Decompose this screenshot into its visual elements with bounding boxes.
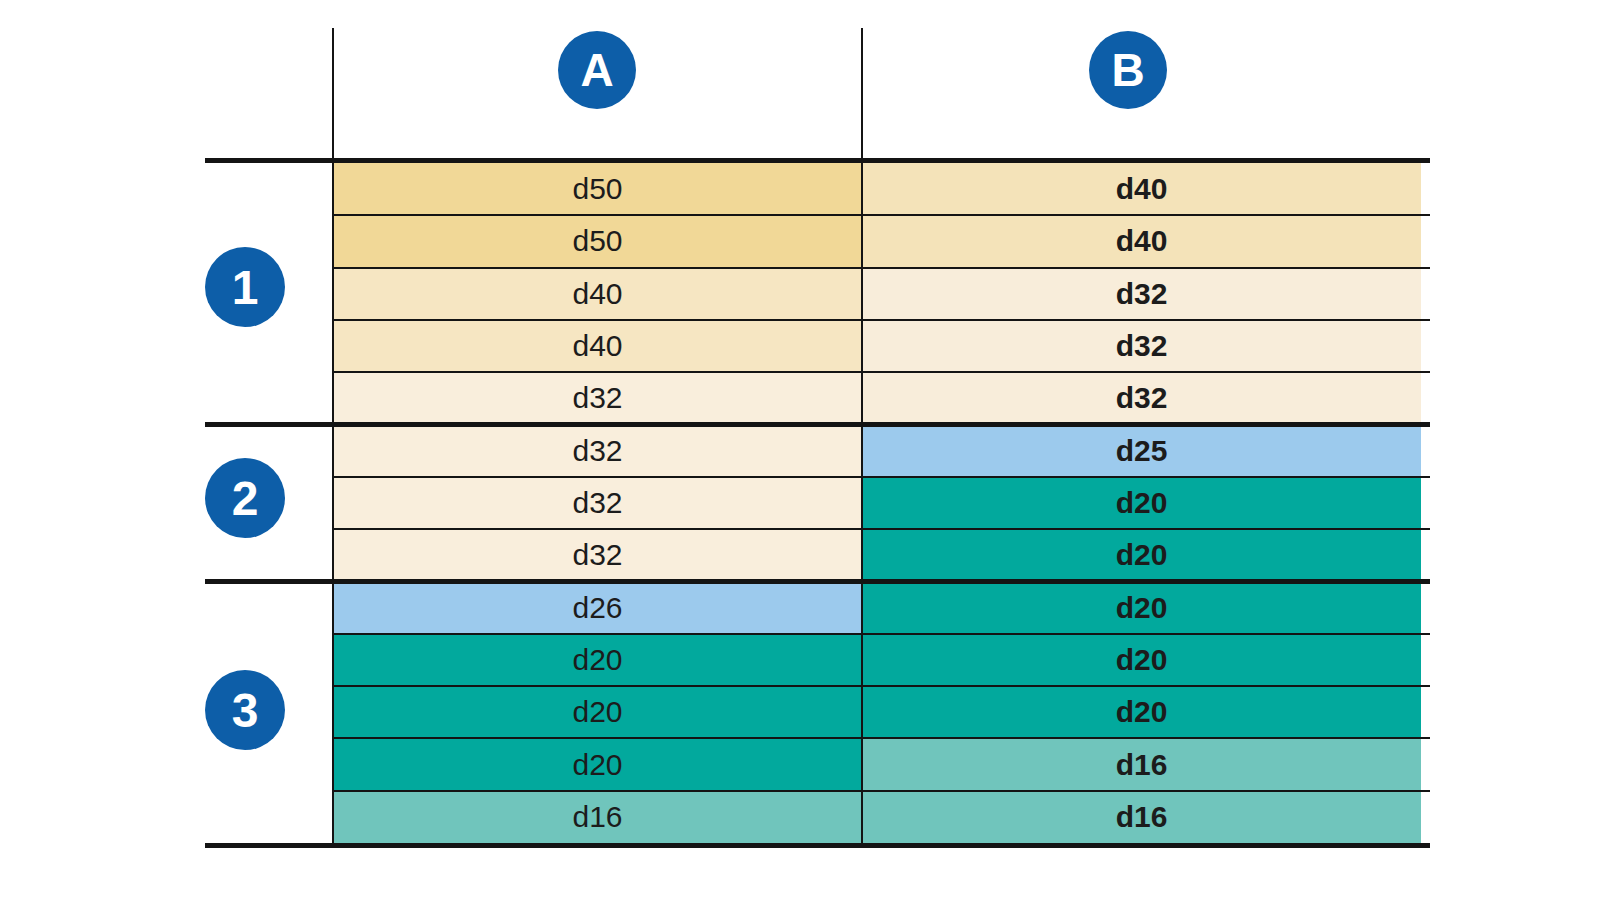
cell-b: d16 — [862, 738, 1421, 790]
group-3-badge: 3 — [205, 670, 285, 750]
row-separator-rule — [333, 267, 1430, 269]
cell-a: d32 — [333, 372, 862, 424]
column-b-badge: B — [1089, 31, 1167, 109]
column-a-badge: A — [558, 31, 636, 109]
cell-a: d40 — [333, 320, 862, 372]
table-row: d50 d40 — [333, 163, 1421, 215]
row-separator-rule — [333, 685, 1430, 687]
row-separator-rule — [333, 371, 1430, 373]
table-row: d26 d20 — [333, 582, 1421, 634]
cell-b: d25 — [862, 425, 1421, 477]
table-row: d40 d32 — [333, 320, 1421, 372]
row-separator-rule — [333, 476, 1430, 478]
group-2-3-separator-rule — [205, 579, 1430, 584]
cell-b: d40 — [862, 215, 1421, 267]
cell-b: d20 — [862, 686, 1421, 738]
group-1-label: 1 — [232, 260, 259, 315]
cell-b: d40 — [862, 163, 1421, 215]
cell-a: d26 — [333, 582, 862, 634]
cell-a: d20 — [333, 738, 862, 790]
cell-b: d32 — [862, 268, 1421, 320]
cell-a: d50 — [333, 215, 862, 267]
cell-b: d32 — [862, 320, 1421, 372]
cell-a: d16 — [333, 791, 862, 843]
cell-a: d40 — [333, 268, 862, 320]
cell-a: d32 — [333, 477, 862, 529]
cell-b: d32 — [862, 372, 1421, 424]
group-1-2-separator-rule — [205, 422, 1430, 427]
table-body: d50 d40 d50 d40 d40 d32 d40 d32 d32 d32 … — [333, 163, 1421, 843]
cell-b: d20 — [862, 634, 1421, 686]
cell-a: d50 — [333, 163, 862, 215]
cell-b: d20 — [862, 582, 1421, 634]
table-row: d32 d20 — [333, 529, 1421, 581]
diameter-table-figure: A B 1 2 3 d50 d40 d50 d40 d40 d32 d40 d3… — [0, 0, 1600, 900]
cell-a: d32 — [333, 529, 862, 581]
row-separator-rule — [333, 633, 1430, 635]
group-2-badge: 2 — [205, 458, 285, 538]
column-b-label: B — [1111, 43, 1144, 97]
cell-b: d16 — [862, 791, 1421, 843]
table-row: d32 d20 — [333, 477, 1421, 529]
cell-b: d20 — [862, 529, 1421, 581]
table-row: d20 d20 — [333, 686, 1421, 738]
cell-b: d20 — [862, 477, 1421, 529]
row-separator-rule — [333, 528, 1430, 530]
table-row: d16 d16 — [333, 791, 1421, 843]
group-1-badge: 1 — [205, 247, 285, 327]
table-row: d20 d20 — [333, 634, 1421, 686]
left-column-rule — [332, 28, 334, 846]
row-separator-rule — [333, 737, 1430, 739]
column-a-label: A — [580, 43, 613, 97]
table-top-rule — [205, 158, 1430, 163]
cell-a: d20 — [333, 634, 862, 686]
cell-a: d32 — [333, 425, 862, 477]
group-2-label: 2 — [232, 471, 259, 526]
table-row: d32 d25 — [333, 425, 1421, 477]
cell-a: d20 — [333, 686, 862, 738]
group-3-label: 3 — [232, 683, 259, 738]
table-row: d40 d32 — [333, 268, 1421, 320]
row-separator-rule — [333, 214, 1430, 216]
row-separator-rule — [333, 790, 1430, 792]
table-row: d20 d16 — [333, 738, 1421, 790]
table-bottom-rule — [205, 843, 1430, 848]
table-row: d32 d32 — [333, 372, 1421, 424]
row-separator-rule — [333, 319, 1430, 321]
table-row: d50 d40 — [333, 215, 1421, 267]
column-divider-rule — [861, 28, 863, 846]
